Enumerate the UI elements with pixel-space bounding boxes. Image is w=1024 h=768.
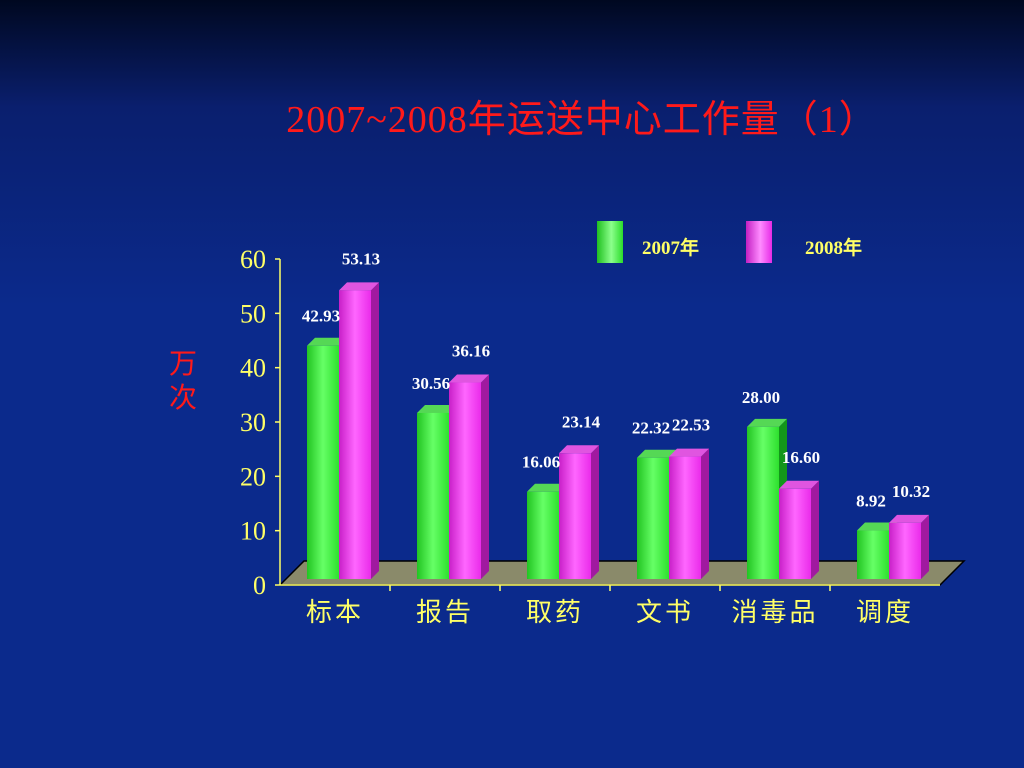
bar-top: [747, 418, 787, 427]
x-tick-label: 标本: [306, 598, 364, 628]
data-label-2008-3: 22.53: [672, 416, 710, 435]
data-label-2007-5: 8.92: [856, 492, 886, 511]
bar-side: [371, 282, 379, 579]
y-tick-label: 30: [240, 408, 266, 437]
legend-swatch-2007: [597, 221, 623, 263]
bar-2008-4: [779, 480, 819, 579]
bar-top: [857, 522, 897, 531]
y-tick-label: 20: [240, 462, 266, 491]
bar-front: [339, 290, 371, 579]
data-label-2007-2: 16.06: [522, 453, 560, 472]
x-tick-label: 文书: [636, 598, 694, 628]
bar-2008-0: [339, 282, 379, 579]
y-tick-label: 10: [240, 517, 266, 546]
page-title: 2007~2008年运送中心工作量（1）: [286, 99, 878, 141]
data-label-2008-1: 36.16: [452, 342, 490, 361]
bar-front: [637, 457, 669, 579]
bar-top: [527, 483, 567, 492]
bar-side: [921, 514, 929, 579]
bar-front: [857, 530, 889, 579]
legend-label-2008: 2008年: [805, 238, 863, 259]
x-tick-label: 调度: [856, 598, 914, 628]
bar-top: [669, 448, 709, 457]
y-axis-unit-label: 万 次: [166, 348, 200, 416]
bar-2008-2: [559, 445, 599, 579]
bar-front: [669, 456, 701, 579]
bar-top: [889, 514, 929, 523]
bar-front: [779, 488, 811, 579]
legend-label-2007: 2007年: [642, 238, 700, 259]
bar-front: [559, 453, 591, 579]
data-label-2008-0: 53.13: [342, 249, 380, 268]
data-label-2007-0: 42.93: [302, 307, 340, 326]
data-label-2008-4: 16.60: [782, 448, 820, 467]
x-tick-label: 取药: [526, 598, 584, 628]
bar-front: [747, 426, 779, 579]
bar-2008-3: [669, 448, 709, 579]
bar-top: [417, 404, 457, 413]
bar-top: [339, 282, 379, 291]
bar-2008-5: [889, 514, 929, 579]
data-label-2008-5: 10.32: [892, 482, 930, 501]
y-tick-label: 40: [240, 354, 266, 383]
unit-char-1: 万: [168, 349, 197, 380]
data-label-2008-2: 23.14: [562, 412, 601, 431]
unit-char-2: 次: [168, 383, 197, 414]
data-label-2007-3: 22.32: [632, 419, 670, 438]
x-tick-label: 报告: [416, 598, 474, 628]
bar-front: [889, 522, 921, 579]
bar-top: [637, 449, 677, 458]
bar-2008-1: [449, 374, 489, 579]
bar-top: [307, 337, 347, 346]
bar-top: [559, 445, 599, 454]
x-tick-label: 消毒品: [731, 598, 818, 628]
y-tick-label: 0: [253, 571, 266, 600]
bar-front: [417, 412, 449, 579]
bar-front: [527, 491, 559, 579]
bar-front: [307, 345, 339, 579]
y-tick-label: 50: [240, 299, 266, 328]
y-tick-label: 60: [240, 245, 266, 274]
bar-top: [449, 374, 489, 383]
legend-swatch-2008: [746, 221, 772, 263]
data-label-2007-4: 28.00: [742, 388, 780, 407]
bar-front: [449, 382, 481, 579]
bar-side: [811, 480, 819, 579]
bar-2007-1: [417, 404, 457, 579]
bar-side: [591, 445, 599, 579]
bar-top: [779, 480, 819, 489]
data-label-2007-1: 30.56: [412, 374, 450, 393]
bar-side: [701, 448, 709, 579]
bar-side: [481, 374, 489, 579]
